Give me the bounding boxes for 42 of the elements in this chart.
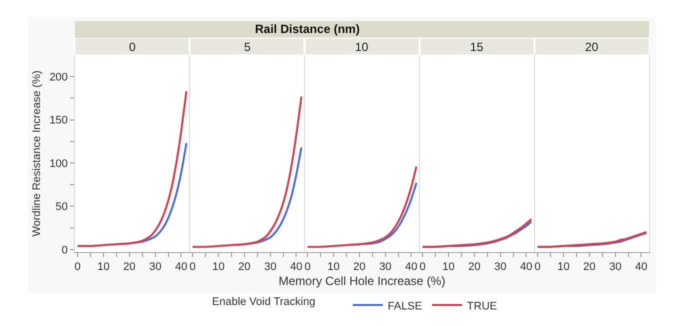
chart-title: 5 [244, 40, 251, 54]
x-tick-label: 10 [442, 261, 455, 274]
x-tick-label: 40 [290, 261, 302, 274]
text: Rail Distance (nm) [255, 22, 360, 36]
y-tick-label: 0 [62, 244, 68, 256]
chart-title: 20 [585, 40, 599, 54]
x-tick-label: 10 [97, 261, 110, 274]
legend-label: FALSE [388, 300, 422, 312]
y-tick-label: 100 [49, 158, 68, 170]
x-tick-label: 20 [353, 261, 366, 274]
chart-title: 0 [129, 40, 136, 54]
x-tick-label: 20 [583, 261, 596, 274]
x-tick-label: 40 [175, 261, 188, 274]
y-tick-label: 150 [49, 114, 68, 127]
x-axis-title: Memory Cell Hole Increase (%) [278, 274, 446, 288]
x-tick-label: 30 [494, 261, 506, 274]
x-tick-label: 40 [635, 261, 648, 274]
x-tick-label: 20 [123, 261, 136, 274]
chart-title: 10 [355, 40, 369, 54]
legend-label: TRUE [467, 300, 497, 312]
x-tick-label: 10 [557, 261, 570, 274]
y-axis-title: Wordline Resistance Increase (%) [31, 70, 44, 237]
x-tick-label: 30 [609, 261, 622, 274]
y-tick-label: 200 [49, 71, 68, 84]
x-tick-label: 30 [264, 261, 276, 274]
chart-title: 15 [470, 40, 484, 54]
legend-title: Enable Void Tracking [212, 296, 340, 308]
x-tick-label: 30 [379, 261, 392, 274]
line-series [76, 90, 188, 247]
x-tick-label: 0 [304, 261, 311, 274]
x-tick-label: 0 [190, 261, 196, 274]
x-tick-label: 30 [149, 261, 162, 274]
x-tick-label: 10 [327, 261, 340, 274]
x-tick-label: 40 [520, 261, 532, 274]
x-tick-label: 10 [212, 261, 225, 274]
x-tick-label: 20 [238, 261, 251, 274]
x-tick-label: 0 [420, 261, 426, 274]
x-tick-label: 20 [468, 261, 481, 274]
x-tick-label: 40 [405, 261, 418, 274]
y-tick-label: 50 [56, 201, 68, 214]
x-tick-label: 0 [74, 261, 81, 274]
x-tick-label: 0 [534, 261, 541, 274]
